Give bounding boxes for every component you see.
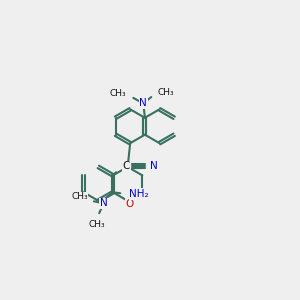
Text: N: N xyxy=(150,161,158,171)
Text: O: O xyxy=(126,199,134,209)
Text: N: N xyxy=(139,98,147,108)
Text: NH₂: NH₂ xyxy=(130,189,149,199)
Text: N: N xyxy=(100,198,107,208)
Text: CH₃: CH₃ xyxy=(110,89,126,98)
Text: CH₃: CH₃ xyxy=(71,192,88,201)
Text: C: C xyxy=(123,161,130,171)
Text: CH₃: CH₃ xyxy=(158,88,174,97)
Text: CH₃: CH₃ xyxy=(88,220,105,229)
